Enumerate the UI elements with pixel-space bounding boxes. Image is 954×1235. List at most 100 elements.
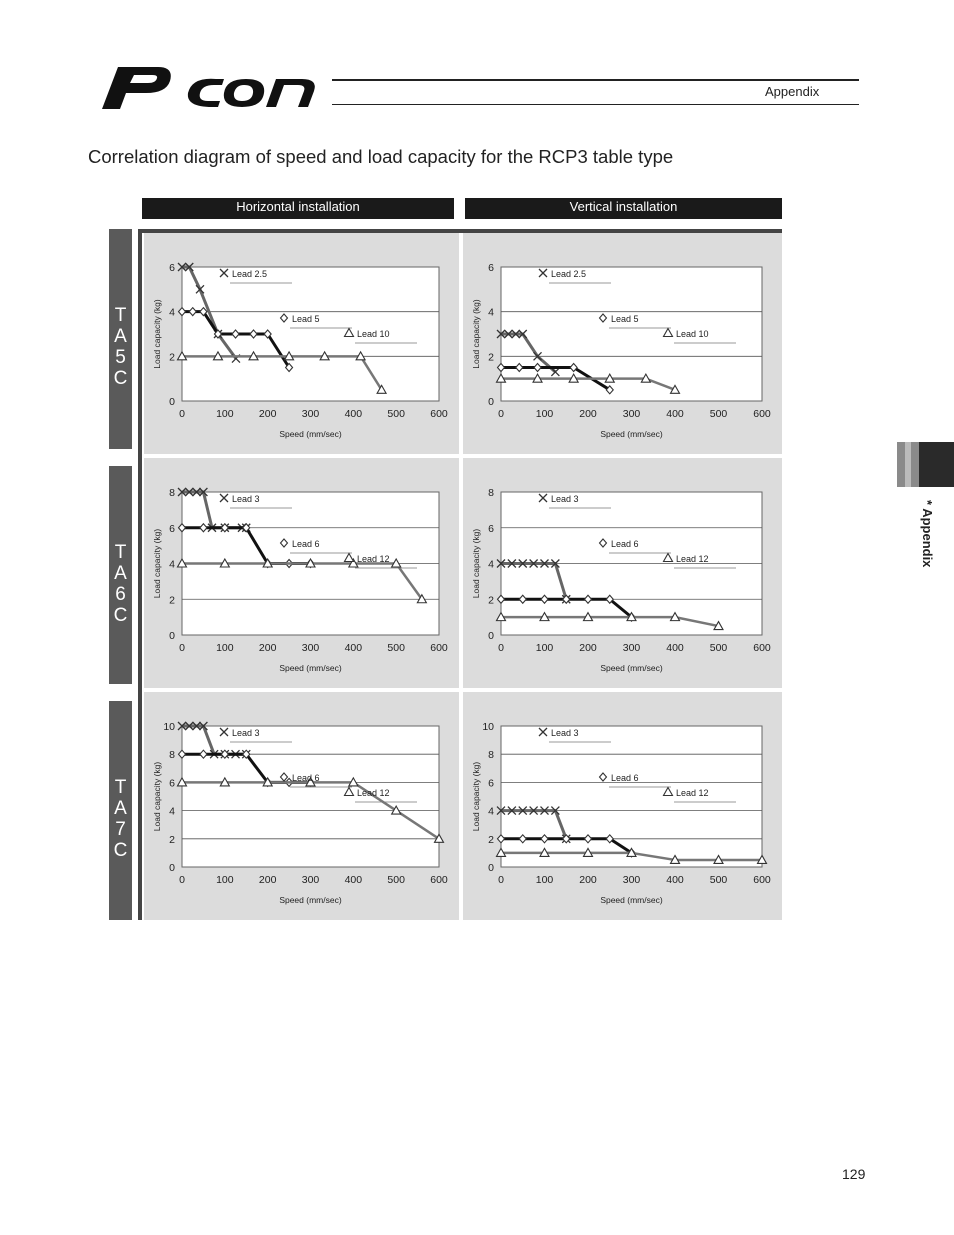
series-markers-diamond [177,306,294,373]
marker-x [550,806,560,816]
marker-triangle [305,776,316,787]
x-tick-label: 0 [179,642,185,654]
x-tick-label: 300 [623,408,641,420]
chart-grid-top-border [142,229,782,233]
series-label-group: Lead 3 [538,493,611,509]
marker-x [503,329,513,339]
marker-diamond [518,833,527,844]
marker-triangle [713,620,724,631]
series-label-group: Lead 3 [538,727,611,743]
x-tick-label: 400 [345,874,363,886]
y-tick-label: 2 [488,834,494,846]
series-label-group: Lead 5 [598,313,671,329]
series-label: Lead 12 [676,788,709,798]
marker-triangle [669,384,681,394]
marker-x [533,351,542,361]
marker-x [550,559,560,568]
x-tick-label: 200 [259,642,277,654]
header-rule-bottom [332,104,859,105]
y-tick-label: 8 [169,749,175,761]
x-tick-label: 200 [259,874,277,886]
marker-triangle [669,854,681,864]
model-letter: A [114,563,127,584]
marker-triangle [176,350,188,361]
x-tick-label: 200 [579,874,597,886]
y-tick-label: 6 [169,262,175,274]
marker-triangle [347,557,359,568]
y-tick-label: 0 [169,862,175,874]
marker-diamond [598,538,608,548]
x-tick-label: 0 [498,642,504,654]
chart-panel-ta7c-vertical: 0 2 4 6 8 10 0 100 200 300 400 500 600 Speed (mm/sec)… [463,692,782,920]
series-markers-x [496,329,560,377]
marker-triangle [539,611,550,622]
series-markers-x [496,559,571,604]
marker-diamond [540,594,549,605]
x-tick-label: 400 [666,642,684,654]
side-tab-light [905,442,911,487]
marker-diamond [249,329,258,339]
marker-triangle [626,611,637,622]
series-label: Lead 3 [551,494,579,504]
marker-diamond [569,362,578,373]
y-tick-label: 6 [169,777,175,789]
series-label-group: Lead 3 [219,727,292,743]
marker-diamond [279,538,289,548]
y-tick-label: 6 [169,523,175,535]
x-tick-label: 100 [216,408,234,420]
series-label: Lead 12 [357,554,390,564]
marker-diamond [518,594,527,605]
marker-triangle [262,776,274,787]
column-header-horizontal: Horizontal installation [142,198,454,219]
marker-triangle [283,350,295,361]
y-tick-label: 4 [169,307,175,319]
marker-triangle [582,847,594,857]
x-tick-label: 500 [387,408,405,420]
x-tick-label: 500 [710,408,728,420]
marker-x [507,806,517,816]
model-letter: T [115,777,127,798]
x-tick-label: 100 [216,642,234,654]
marker-triangle [219,557,231,568]
x-tick-label: 600 [753,642,771,654]
y-axis-label: Load capacity (kg) [152,762,162,832]
chart-panel-ta5c-horizontal: 0 2 4 6 0 100 200 300 400 500 600 Speed (mm/sec) Loa… [144,233,459,454]
marker-triangle [568,373,580,383]
series-label-group: Lead 6 [279,538,352,554]
model-letter: 7 [115,819,126,840]
x-tick-label: 600 [430,874,448,886]
x-tick-label: 400 [345,408,363,420]
x-tick-label: 300 [623,874,641,886]
marker-triangle [495,847,507,857]
marker-triangle [248,350,259,361]
series-label: Lead 2.5 [232,269,267,279]
chart-panel-ta6c-horizontal: 0 2 4 6 8 0 100 200 300 400 500 600 Speed (mm/sec) Lo… [144,458,459,688]
marker-triangle [662,327,674,338]
y-tick-label: 6 [488,523,494,535]
marker-x [529,559,539,568]
side-tab-label: * Appendix [920,500,935,568]
marker-x [540,559,549,568]
model-letter: T [115,305,127,326]
x-axis-label: Speed (mm/sec) [279,895,342,905]
y-axis-label: Load capacity (kg) [471,299,481,369]
marker-triangle [347,776,359,787]
marker-triangle [212,350,224,361]
marker-triangle [319,350,331,361]
y-tick-label: 2 [169,594,175,606]
series-label: Lead 12 [676,554,709,564]
marker-diamond [533,362,542,373]
marker-diamond [213,329,223,339]
marker-x [177,487,187,497]
marker-triangle [640,373,652,383]
marker-triangle [262,557,274,568]
y-tick-label: 0 [488,396,494,408]
x-tick-label: 0 [498,874,504,886]
y-tick-label: 4 [488,559,494,571]
series-label: Lead 6 [292,773,320,783]
chart-grid-left-border [138,229,142,920]
series-markers-triangle [176,350,388,394]
header-rule-top [332,79,859,81]
chart-panel-ta7c-horizontal: 0 2 4 6 8 10 0 100 200 300 400 500 600 Speed (mm/sec)… [144,692,459,920]
